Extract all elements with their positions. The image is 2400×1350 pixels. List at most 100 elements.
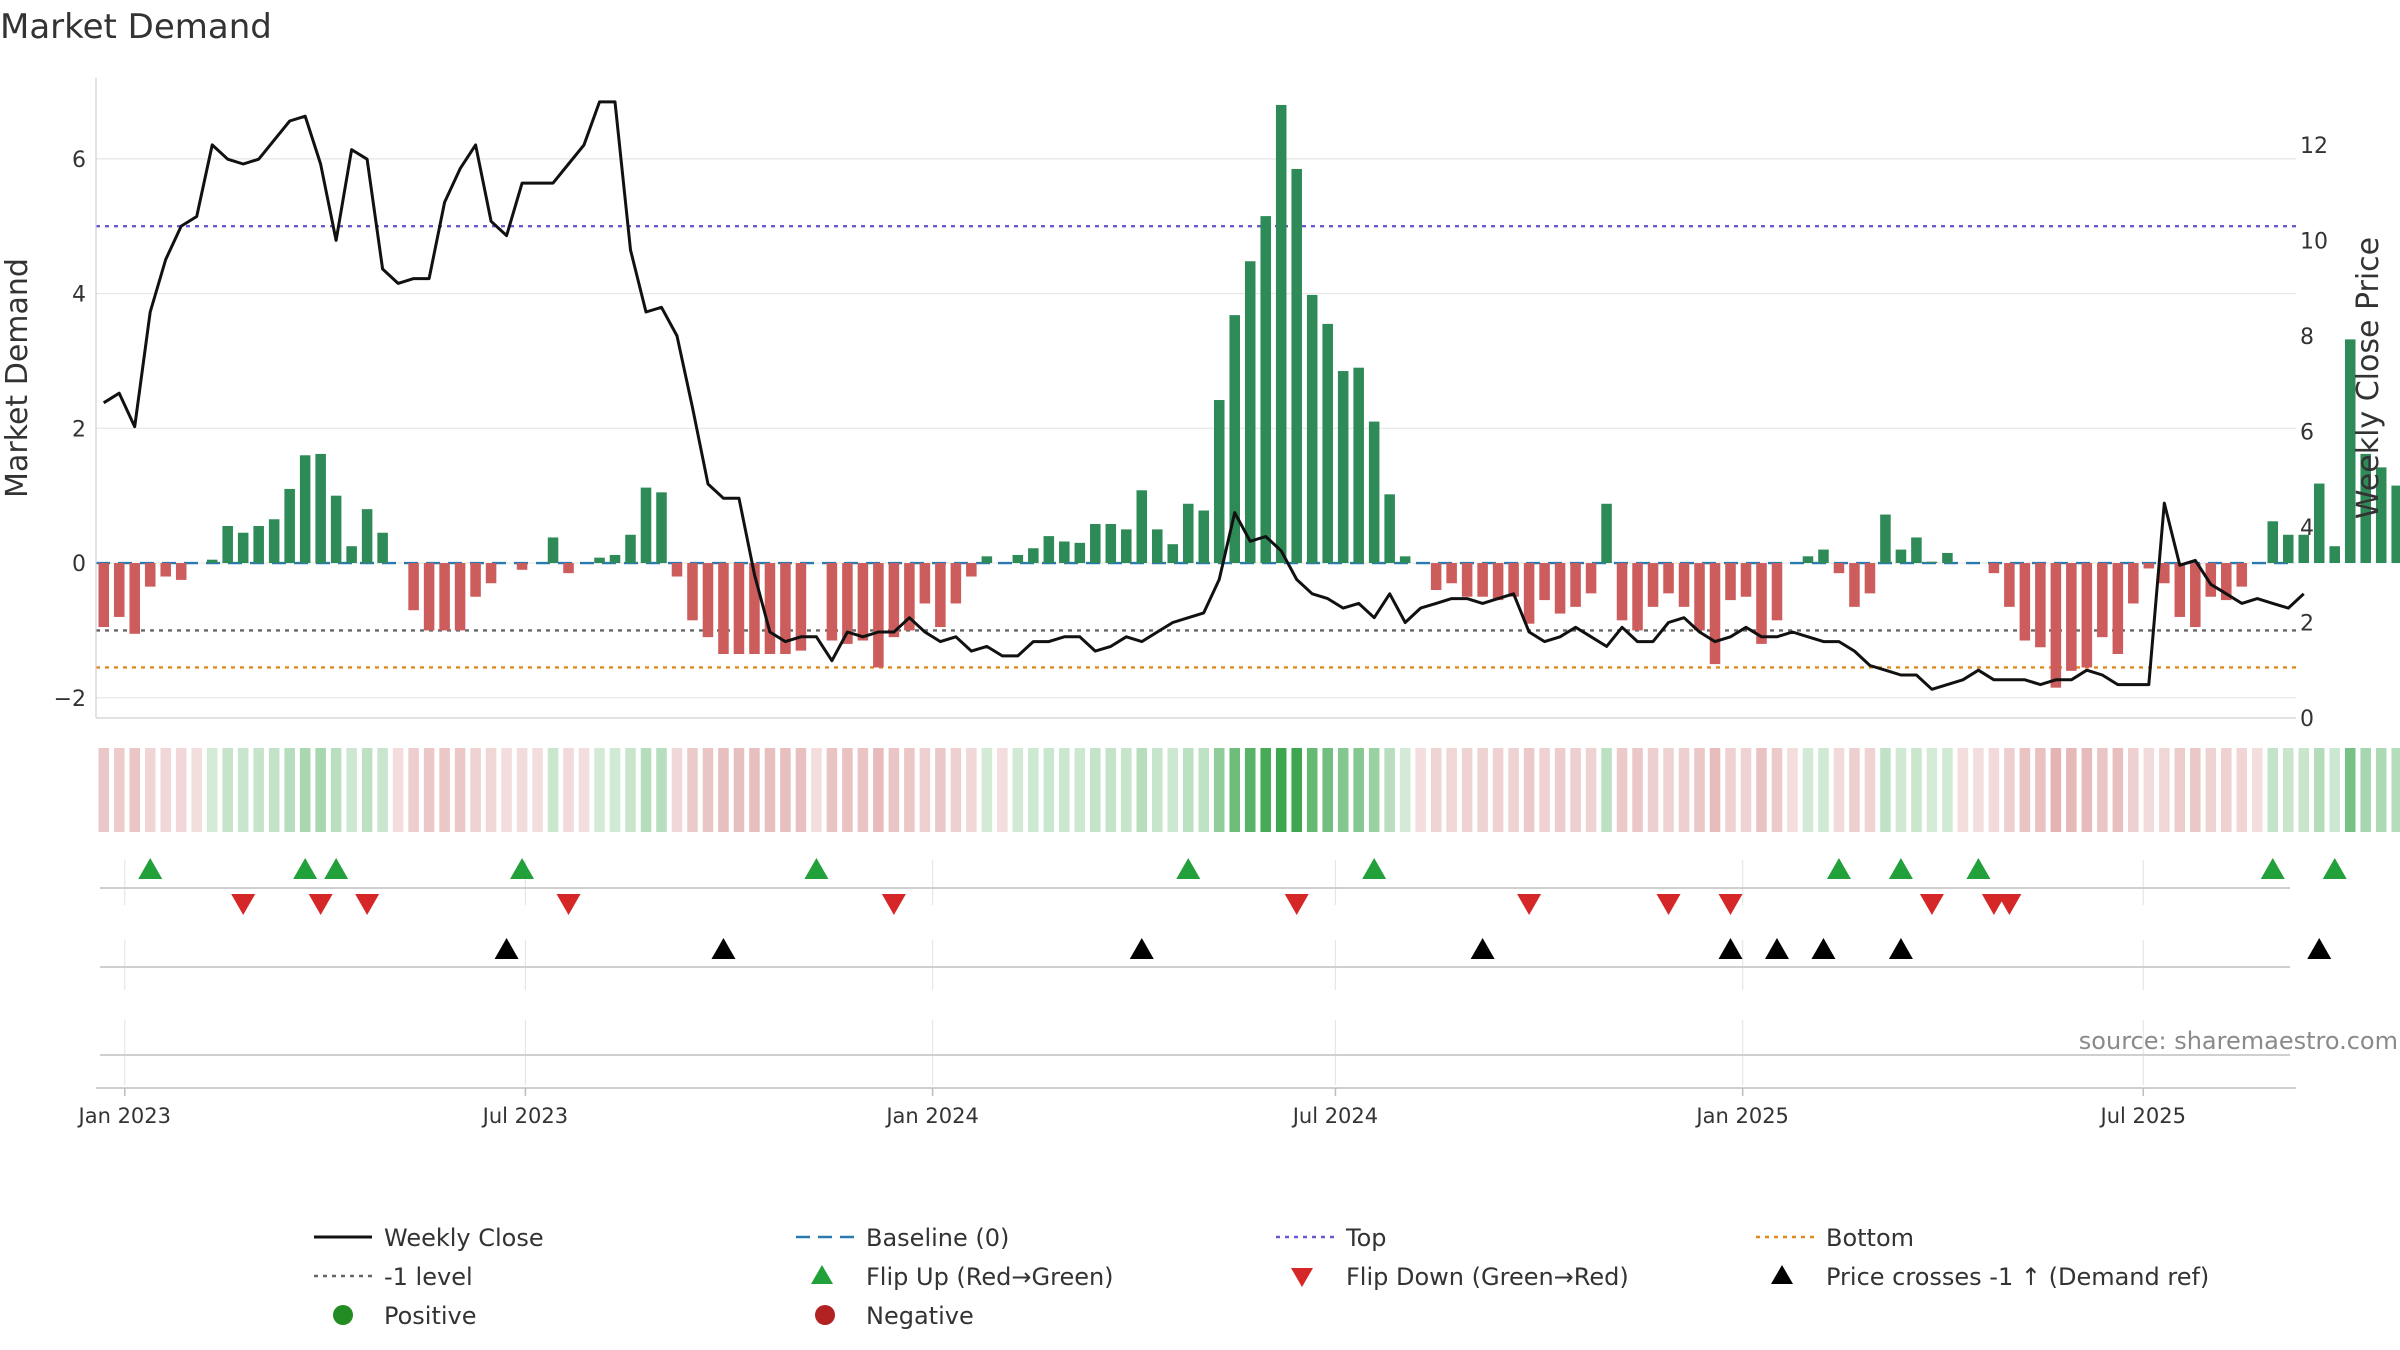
strip-cell [1461,748,1473,832]
demand-bar [1399,556,1411,564]
strip-cell [2391,748,2400,832]
legend-swatch [1291,1268,1313,1287]
strip-cell [129,748,140,832]
demand-bar [1275,104,1287,564]
strip-cell [1756,748,1767,832]
strip-cell [795,748,807,832]
strip-cell [857,748,869,832]
demand-bar [904,563,915,631]
legend-label: Weekly Close [384,1224,544,1252]
demand-bar [222,526,233,564]
demand-bar [2375,467,2387,564]
flip-down-marker [1997,894,2022,915]
strip-cell [594,748,605,832]
demand-bar [454,563,466,631]
demand-bar [1942,552,1953,564]
strip-cell [997,748,1008,832]
strip-cell [284,748,295,832]
demand-bar [268,519,280,564]
y-left-tick-label: −2 [54,687,86,712]
demand-bar [1384,494,1395,564]
strip-cell [1988,748,2000,832]
y-left-tick-label: 6 [72,148,86,173]
strip-cell [780,748,791,832]
signal-markers [138,858,2347,959]
strip-cell [1678,748,1690,832]
strip-cell [764,748,776,832]
demand-bar [516,563,528,570]
strip-cell [2097,748,2108,832]
strip-cell [2205,748,2217,832]
demand-bar [2174,563,2186,617]
chart-title: Market Demand [0,7,272,47]
price-cross-marker [1764,938,1789,959]
demand-bar [1043,536,1055,564]
x-tick-label: Jul 2023 [481,1104,568,1128]
strip-cell [1090,748,1101,832]
flip-up-marker [293,858,318,879]
demand-bar [113,563,125,617]
demand-bar [764,563,776,654]
strip-cell [144,748,156,832]
axes: 6 4 2 0 −2 12 10 8 6 4 2 0 [54,78,2328,1089]
flip-up-marker [1362,858,1387,879]
strip-cell [1694,748,1705,832]
strip-cell [501,748,512,832]
strip-cell [1771,748,1783,832]
strip-cell [2375,748,2387,832]
demand-bar [1152,529,1163,564]
demand-bar [2035,563,2046,648]
flip-up-marker [1176,858,1201,879]
strip-cell [702,748,714,832]
demand-bar [1833,563,1845,574]
demand-bar [842,563,853,644]
weekly-close-line [102,100,2305,691]
demand-bar [702,563,714,638]
demand-bar [346,546,357,564]
demand-bar [1244,261,1256,564]
strip-cell [346,748,357,832]
strip-cell [1787,748,1798,832]
demand-bar [2050,563,2062,688]
strip-cell [237,748,249,832]
demand-bar [547,537,559,564]
demand-bar [2081,563,2093,668]
y-right-tick-label: 12 [2300,134,2328,159]
demand-bar [981,556,993,564]
strip-cell [1012,748,1024,832]
legend-label: Flip Down (Green→Red) [1346,1263,1629,1291]
demand-bar [1694,563,1705,631]
demand-bar [950,563,962,604]
demand-bar [1709,563,1721,665]
demand-bar [1585,563,1597,594]
strip-cell [749,748,760,832]
strip-cell [1229,748,1240,832]
legend-swatch [333,1305,353,1325]
strip-cell [640,748,652,832]
strip-cell [1028,748,1039,832]
strip-cell [175,748,187,832]
demand-bar [253,526,264,564]
strip-cell [1895,748,1907,832]
strip-cell [2004,748,2015,832]
strip-cell [1477,748,1488,832]
strip-cell [1105,748,1117,832]
flip-down-marker [556,894,581,915]
strip-cell [1616,748,1628,832]
strip-cell [2128,748,2139,832]
legend-item-positive: Positive [333,1302,477,1330]
strip-cell [299,748,311,832]
strip-cell [2081,748,2093,832]
flip-down-marker [1656,894,1681,915]
demand-bar [687,563,698,621]
legend-label: Top [1345,1224,1387,1252]
strip-cell [1570,748,1581,832]
legend-item-cross: Price crosses -1 ↑ (Demand ref) [1771,1263,2209,1291]
demand-bar [2205,563,2217,597]
strip-cell [1709,748,1721,832]
strip-cell [1833,748,1845,832]
legend-label: Flip Up (Red→Green) [866,1263,1114,1291]
demand-bar [625,534,636,564]
strip-cell [2050,748,2062,832]
strip-cell [423,748,435,832]
